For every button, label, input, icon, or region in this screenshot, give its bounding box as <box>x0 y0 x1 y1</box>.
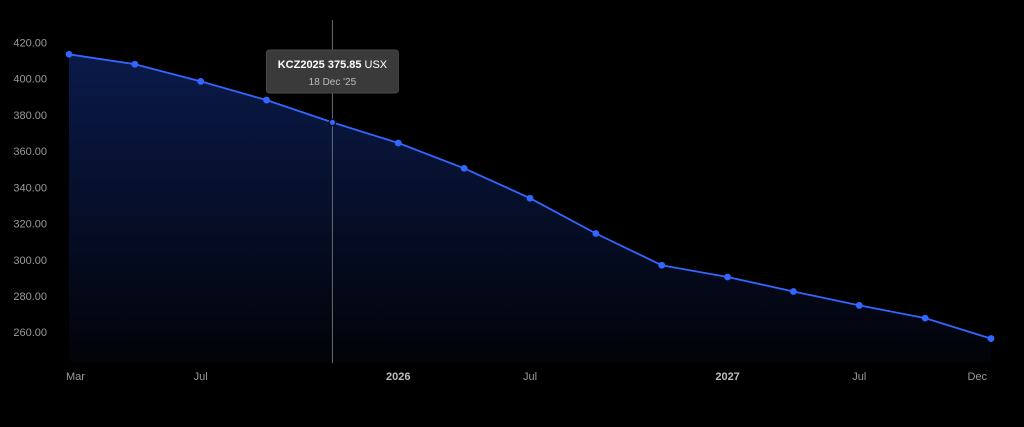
x-tick-label: Jul <box>852 371 866 383</box>
y-axis: 420.00 400.00 380.00 360.00 340.00 320.00 300.… <box>13 37 47 339</box>
y-tick-label: 320.00 <box>13 219 47 231</box>
data-point[interactable] <box>526 194 534 202</box>
data-point[interactable] <box>855 302 863 309</box>
y-tick-label: 420.00 <box>13 37 47 49</box>
y-tick-label: 340.00 <box>13 182 47 194</box>
data-point[interactable] <box>131 60 139 68</box>
price-area-fill <box>69 54 991 364</box>
x-tick-label: Mar <box>66 371 85 383</box>
data-point[interactable] <box>724 273 731 281</box>
data-point[interactable] <box>197 78 205 85</box>
y-tick-label: 360.00 <box>13 146 47 158</box>
data-point[interactable] <box>921 314 929 322</box>
tooltip-symbol-value: KCZ2025 375.85 <box>278 59 362 71</box>
tooltip-unit: USX <box>365 59 388 71</box>
y-tick-label: 280.00 <box>13 291 47 303</box>
data-point[interactable] <box>592 230 600 237</box>
highlighted-data-point[interactable] <box>328 118 337 127</box>
data-point[interactable] <box>394 139 402 147</box>
x-tick-year-label: 2027 <box>715 371 739 383</box>
tooltip-date: 18 Dec '25 <box>309 77 357 88</box>
x-tick-label: Dec <box>967 371 987 383</box>
data-point[interactable] <box>65 50 73 58</box>
data-point[interactable] <box>987 335 995 342</box>
data-point[interactable] <box>658 261 666 269</box>
y-tick-label: 380.00 <box>13 110 47 122</box>
y-tick-label: 300.00 <box>13 255 47 267</box>
data-point[interactable] <box>263 96 270 104</box>
tooltip-price-label: KCZ2025 375.85 USX <box>278 59 388 71</box>
x-tick-label: Jul <box>523 371 537 383</box>
data-point[interactable] <box>460 164 468 172</box>
x-tick-label: Jul <box>194 371 208 383</box>
tooltip-background <box>265 49 399 94</box>
data-point[interactable] <box>790 288 797 295</box>
data-points <box>65 50 995 342</box>
price-tooltip: KCZ2025 375.85 USX 18 Dec '25 <box>265 49 399 94</box>
y-tick-label: 400.00 <box>13 74 47 86</box>
y-tick-label: 260.00 <box>13 327 47 339</box>
x-axis: Mar Jul 2026 Jul 2027 Jul Dec <box>66 371 987 383</box>
x-tick-year-label: 2026 <box>386 371 410 383</box>
